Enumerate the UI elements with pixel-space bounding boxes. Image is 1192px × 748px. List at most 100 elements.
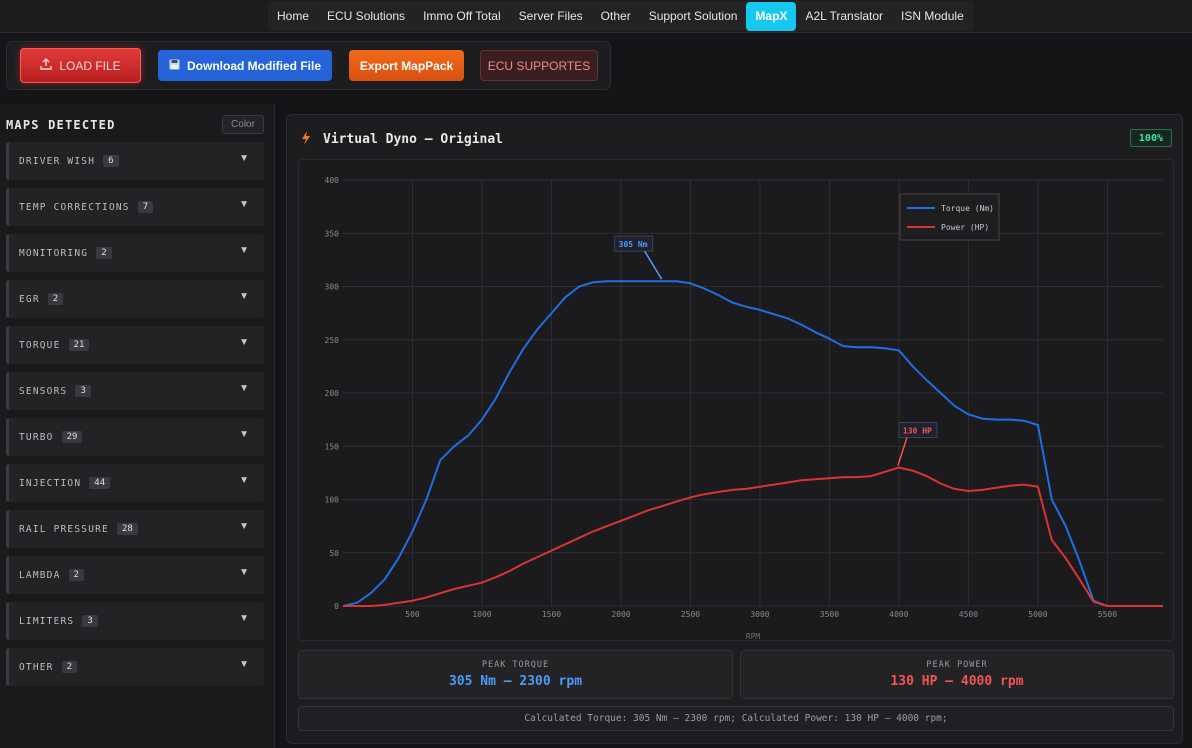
map-count-badge: 3: [75, 385, 91, 397]
map-category-label: TURBO: [19, 431, 54, 443]
nav-item-support-solution[interactable]: Support Solution: [648, 9, 738, 23]
map-category-rail-pressure[interactable]: RAIL PRESSURE 28 ▼: [6, 510, 264, 548]
map-category-torque[interactable]: TORQUE 21 ▼: [6, 326, 264, 364]
floppy-disk-icon: [169, 59, 180, 73]
map-category-label: RAIL PRESSURE: [19, 523, 109, 535]
map-category-injection[interactable]: INJECTION 44 ▼: [6, 464, 264, 502]
top-navigation: Home ECU Solutions Immo Off Total Server Fi…: [0, 0, 1192, 33]
legend-box: [899, 193, 1000, 241]
map-category-temp-corrections[interactable]: TEMP CORRECTIONS 7 ▼: [6, 188, 264, 226]
virtual-dyno-panel: Virtual Dyno — Original 100% 0 50 100 150 20…: [286, 114, 1183, 744]
map-category-turbo[interactable]: TURBO 29 ▼: [6, 418, 264, 456]
x-tick-label: 5000: [1028, 610, 1047, 619]
map-category-driver-wish[interactable]: DRIVER WISH 6 ▼: [6, 142, 264, 180]
peak-power-card: PEAK POWER 130 HP — 4000 rpm: [740, 650, 1174, 699]
nav-item-home[interactable]: Home: [277, 9, 310, 23]
ecu-supportes-button[interactable]: ECU SUPPORTES: [480, 50, 598, 81]
export-mappack-label: Export MapPack: [359, 58, 454, 73]
upload-icon: [40, 58, 53, 73]
x-tick-label: 5500: [1098, 610, 1117, 619]
x-tick-label: 1000: [472, 610, 491, 619]
x-tick-label: 3500: [820, 610, 839, 619]
map-category-label: OTHER: [19, 661, 54, 673]
map-category-label: INJECTION: [19, 477, 82, 489]
chevron-down-icon: ▼: [239, 199, 249, 210]
map-count-badge: 6: [103, 155, 119, 167]
map-count-badge: 21: [68, 339, 90, 351]
peak-power-label: PEAK POWER: [926, 660, 988, 670]
load-file-button[interactable]: LOAD FILE: [20, 48, 141, 83]
map-count-badge: 2: [96, 247, 112, 259]
map-category-other[interactable]: OTHER 2 ▼: [6, 648, 264, 686]
map-count-badge: 29: [61, 431, 83, 443]
peak-torque-label: PEAK TORQUE: [481, 660, 550, 670]
x-tick-label: 3000: [750, 610, 769, 619]
panel-title: Virtual Dyno — Original: [323, 132, 504, 147]
chevron-down-icon: ▼: [239, 291, 249, 302]
ecu-supportes-label: ECU SUPPORTES: [487, 58, 591, 73]
nav-item-a2l-translator[interactable]: A2L Translator: [805, 9, 884, 23]
map-category-label: SENSORS: [19, 385, 68, 397]
chevron-down-icon: ▼: [239, 383, 249, 394]
nav-bar: Home ECU Solutions Immo Off Total Server Fi…: [268, 1, 973, 31]
x-tick-label: 2000: [611, 610, 630, 619]
map-category-label: LAMBDA: [19, 569, 61, 581]
chevron-down-icon: ▼: [239, 337, 249, 348]
load-file-label: LOAD FILE: [59, 58, 121, 73]
y-tick-label: 200: [325, 389, 340, 398]
x-tick-label: 4000: [889, 610, 908, 619]
map-category-monitoring[interactable]: MONITORING 2 ▼: [6, 234, 264, 272]
map-category-egr[interactable]: EGR 2 ▼: [6, 280, 264, 318]
nav-item-mapx[interactable]: MapX: [746, 1, 797, 31]
annotation-label: 130 HP: [903, 427, 932, 436]
nav-item-server-files[interactable]: Server Files: [518, 9, 583, 23]
map-category-limiters[interactable]: LIMITERS 3 ▼: [6, 602, 264, 640]
legend-label: Power (HP): [941, 223, 989, 232]
y-tick-label: 0: [334, 602, 339, 611]
map-count-badge: 44: [89, 477, 111, 489]
nav-item-immo-off-total[interactable]: Immo Off Total: [423, 9, 501, 23]
y-tick-label: 50: [329, 549, 339, 558]
x-tick-label: 1500: [542, 610, 561, 619]
dyno-chart: 0 50 100 150 200 250 300 350 400 500 1000 1500 2000 2…: [298, 159, 1174, 641]
annotation-box: [614, 235, 654, 252]
chevron-down-icon: ▼: [239, 659, 249, 670]
chevron-down-icon: ▼: [239, 153, 249, 164]
y-tick-label: 400: [325, 176, 340, 185]
nav-item-isn-module[interactable]: ISN Module: [901, 9, 964, 23]
nav-item-ecu-solutions[interactable]: ECU Solutions: [327, 9, 406, 23]
annotation-arrow: [897, 437, 908, 466]
map-count-badge: 7: [137, 201, 154, 213]
map-category-label: DRIVER WISH: [19, 155, 96, 167]
y-tick-label: 100: [325, 496, 340, 505]
annotation-label: 305 Nm: [619, 240, 648, 249]
chevron-down-icon: ▼: [239, 429, 249, 440]
peak-torque-card: PEAK TORQUE 305 Nm — 2300 rpm: [298, 650, 733, 699]
map-category-label: TORQUE: [19, 339, 61, 351]
map-count-badge: 2: [47, 293, 64, 305]
x-tick-label: 500: [405, 610, 420, 619]
color-button[interactable]: Color: [222, 115, 264, 134]
annotation-arrow: [644, 250, 663, 280]
maps-sidebar: MAPS DETECTED Color DRIVER WISH 6 ▼ TEMP CO…: [0, 104, 275, 748]
map-count-badge: 2: [61, 661, 78, 673]
download-modified-file-button[interactable]: Download Modified File: [158, 50, 332, 81]
map-category-sensors[interactable]: SENSORS 3 ▼: [6, 372, 264, 410]
nav-item-other[interactable]: Other: [600, 9, 631, 23]
peak-power-value: 130 HP — 4000 rpm: [890, 674, 1024, 689]
download-modified-file-label: Download Modified File: [187, 58, 321, 73]
map-count-badge: 28: [116, 523, 138, 535]
map-count-badge: 2: [68, 569, 84, 581]
calculation-summary: Calculated Torque: 305 Nm — 2300 rpm; Ca…: [298, 706, 1174, 731]
legend-label: Torque (Nm): [941, 204, 994, 213]
maps-detected-title: MAPS DETECTED: [6, 118, 116, 132]
map-category-label: MONITORING: [19, 247, 89, 259]
y-tick-label: 350: [325, 229, 340, 238]
series-line-power: [343, 466, 1163, 607]
chevron-down-icon: ▼: [239, 567, 249, 578]
map-category-lambda[interactable]: LAMBDA 2 ▼: [6, 556, 264, 594]
series-line-torque: [342, 280, 1163, 607]
y-tick-label: 300: [325, 283, 340, 292]
export-mappack-button[interactable]: Export MapPack: [349, 50, 464, 81]
map-count-badge: 3: [82, 615, 98, 627]
